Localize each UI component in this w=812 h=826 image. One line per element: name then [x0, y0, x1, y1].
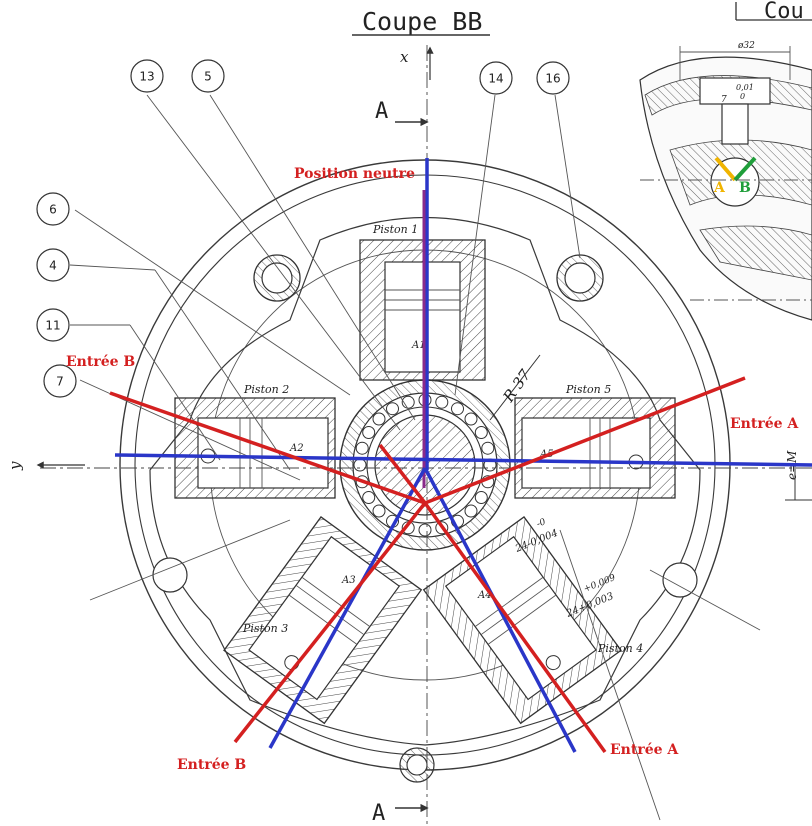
detail-view: ø32 0,01 0 7 A B	[639, 41, 812, 321]
svg-text:6: 6	[49, 203, 57, 217]
callout-bubble-6: 6	[36, 192, 70, 226]
horizontal-line-blue	[114, 453, 812, 467]
bearing-roller	[386, 402, 399, 416]
svg-text:13: 13	[139, 70, 154, 84]
detail-dim-tolerance: 0,01	[736, 83, 754, 92]
piston-mark-a1: A1	[411, 340, 426, 351]
bearing-roller	[353, 458, 367, 472]
piston-2-label: Piston 2	[243, 383, 289, 396]
label-entree-b-lower: Entrée B	[177, 757, 246, 773]
bearing-roller	[474, 426, 488, 439]
tolerance-2-top: +0,009	[582, 573, 617, 595]
bearing-roller	[362, 426, 376, 439]
red-line-upper-cross	[378, 443, 427, 505]
bearing-roller	[372, 504, 386, 518]
bearing-roller	[464, 412, 478, 426]
axis-y-label: y	[6, 461, 24, 471]
callout-bubble-7: 7	[43, 364, 77, 398]
label-entree-b-upper: Entrée B	[66, 354, 135, 370]
detail-port-b-line	[733, 156, 757, 182]
blue-line-lower-right	[423, 467, 577, 753]
piston-mark-a3: A3	[341, 575, 356, 586]
callout-bubble-5: 5	[191, 59, 225, 93]
svg-text:14: 14	[488, 72, 503, 86]
axis-x-marker: x	[400, 46, 434, 80]
detail-distributor-circle	[710, 157, 760, 207]
piston-5-label: Piston 5	[565, 383, 611, 396]
piston-mark-a2: A2	[289, 443, 304, 454]
bearing-roller	[464, 504, 478, 518]
overlay-lines	[109, 158, 812, 754]
detail-dim-small: 7	[721, 95, 727, 105]
detail-port-a-line	[714, 156, 737, 182]
callout-bubble-14: 14	[479, 61, 513, 95]
section-marker-top: A	[375, 99, 429, 127]
bolt-holes	[152, 254, 698, 783]
piston-mark-a4: A4	[477, 590, 492, 601]
svg-text:16: 16	[545, 72, 560, 86]
red-line-entree-b-upper	[109, 391, 426, 505]
axis-x-label: x	[400, 48, 409, 66]
bearing-roller	[362, 491, 376, 504]
callout-bubble-13: 13	[130, 59, 164, 93]
label-position-neutre: Position neutre	[294, 166, 415, 182]
tolerance-1-top: -0	[535, 517, 547, 530]
svg-text:7: 7	[56, 375, 64, 389]
section-mark-top-label: A	[375, 99, 388, 124]
callout-bubble-11: 11	[36, 308, 70, 342]
callout-bubble-4: 4	[36, 248, 70, 282]
detail-port-b-label: B	[739, 180, 751, 196]
detail-port-a-label: A	[713, 180, 726, 196]
section-mark-bottom-label: A	[372, 801, 385, 826]
radius-leader	[489, 354, 541, 421]
piston-3-label: Piston 3	[242, 622, 288, 635]
piston-5-block	[514, 397, 676, 499]
red-line-entree-b-lower	[233, 501, 427, 744]
piston-2-block	[174, 397, 336, 499]
bearing-roller	[474, 491, 488, 504]
label-entree-a-right: Entrée A	[730, 416, 799, 432]
bearing-roller	[451, 402, 464, 416]
red-line-entree-a-right	[424, 376, 746, 505]
blue-line-lower-left	[268, 467, 427, 749]
piston-3-block	[223, 516, 423, 725]
eccentricity-dimension: e=M	[785, 450, 812, 501]
callout-bubble-16: 16	[536, 61, 570, 95]
piston-1-label: Piston 1	[372, 223, 418, 236]
section-title: Coupe BB	[362, 7, 482, 36]
label-entree-a-lower: Entrée A	[610, 742, 679, 758]
svg-text:5: 5	[204, 70, 212, 84]
svg-text:11: 11	[45, 319, 60, 333]
piston-4-label: Piston 4	[597, 642, 643, 655]
bearing-roller	[481, 441, 495, 455]
bearing-roller	[372, 412, 386, 426]
red-line-entree-a-lower	[423, 501, 607, 754]
detail-dim-tolerance-zero: 0	[740, 92, 745, 101]
axis-y-marker: y	[6, 461, 85, 471]
detail-dim-diameter: ø32	[737, 41, 755, 51]
bearing-roller	[418, 523, 432, 537]
bearing-roller	[435, 395, 449, 409]
bearing-roller	[355, 441, 369, 455]
section-marker-bottom: A	[372, 801, 429, 826]
svg-text:4: 4	[49, 259, 57, 273]
